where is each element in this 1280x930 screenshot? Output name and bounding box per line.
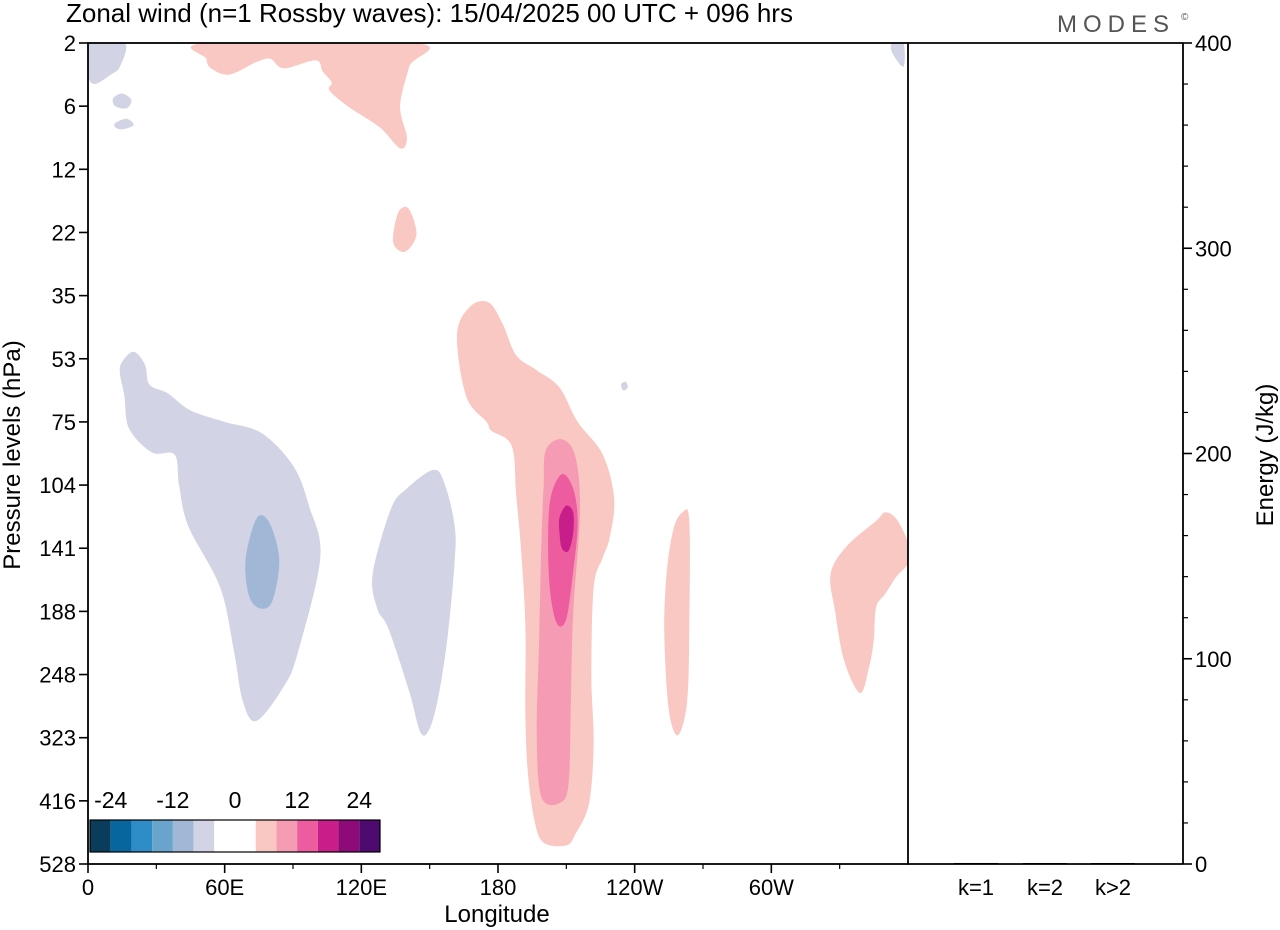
brand-logo: MODES <box>1057 11 1175 38</box>
colorbar-swatch <box>297 820 318 852</box>
y-tick-label: 141 <box>39 536 76 561</box>
contour-region <box>88 43 127 84</box>
chart-title: Zonal wind (n=1 Rossby waves): 15/04/202… <box>66 0 793 28</box>
y-tick-label: 188 <box>39 599 76 624</box>
y-tick-label: 528 <box>39 852 76 877</box>
y-tick-label: 12 <box>52 157 76 182</box>
contour-region <box>890 43 905 67</box>
colorbar-swatch <box>193 820 215 852</box>
colorbar-swatch <box>110 820 132 852</box>
y-axis-right-label: Energy (J/kg) <box>1252 384 1279 527</box>
x-tick-label: 0 <box>82 875 94 900</box>
colorbar-label: -12 <box>156 787 189 813</box>
energy-category-label: k=1 <box>958 875 994 900</box>
contour-region <box>112 93 132 109</box>
contour-region <box>620 381 628 391</box>
colorbar-label: 24 <box>346 787 372 813</box>
y-tick-label: 53 <box>52 347 76 372</box>
colorbar-swatch <box>131 820 153 852</box>
colorbar-label: 12 <box>284 787 310 813</box>
colorbar-swatch <box>172 820 194 852</box>
y-tick-label: 35 <box>52 284 76 309</box>
colorbar-label: 0 <box>229 787 242 813</box>
colorbar: -24 -12 0 12 24 <box>86 787 384 856</box>
energy-category-label: k=2 <box>1027 875 1063 900</box>
x-tick-label: 120W <box>606 875 664 900</box>
x-tick-label: 180 <box>480 875 517 900</box>
colorbar-swatch <box>152 820 173 852</box>
y-tick-label: 416 <box>39 789 76 814</box>
colorbar-label: -24 <box>94 787 127 813</box>
colorbar-swatch <box>90 820 111 852</box>
contour-region <box>558 505 574 553</box>
contour-region <box>372 469 456 736</box>
x-tick-label: 120E <box>336 875 387 900</box>
contour-region <box>119 351 321 722</box>
contour-region <box>392 206 417 252</box>
colorbar-swatch <box>276 820 298 852</box>
energy-tick-label: 0 <box>1195 852 1207 877</box>
colorbar-frame <box>89 819 381 853</box>
colorbar-swatch <box>359 820 380 852</box>
energy-tick-label: 300 <box>1195 236 1232 261</box>
brand-mark: © <box>1181 12 1189 23</box>
x-tick-label: 60E <box>205 875 244 900</box>
y-tick-label: 75 <box>52 410 76 435</box>
contour-field <box>88 43 908 847</box>
y-tick-label: 6 <box>64 94 76 119</box>
colorbar-swatch <box>317 820 339 852</box>
contour-region <box>664 509 690 736</box>
colorbar-swatch <box>255 820 277 852</box>
y-tick-label: 104 <box>39 473 76 498</box>
contour-region <box>190 43 430 149</box>
y-tick-label: 2 <box>64 31 76 56</box>
x-tick-label: 60W <box>749 875 794 900</box>
energy-tick-label: 200 <box>1195 442 1232 467</box>
energy-tick-label: 100 <box>1195 647 1232 672</box>
y-tick-label: 22 <box>52 220 76 245</box>
contour-region <box>830 512 908 694</box>
y-tick-label: 248 <box>39 663 76 688</box>
contour-region <box>456 301 615 847</box>
colorbar-swatch <box>338 820 360 852</box>
x-axis-label: Longitude <box>444 901 549 928</box>
energy-category-label: k>2 <box>1095 875 1131 900</box>
y-axis-label: Pressure levels (hPa) <box>0 340 26 569</box>
contour-region <box>245 515 280 609</box>
contour-region <box>114 118 134 130</box>
y-tick-label: 323 <box>39 726 76 751</box>
energy-tick-label: 400 <box>1195 31 1232 56</box>
colorbar-swatch <box>214 820 256 852</box>
